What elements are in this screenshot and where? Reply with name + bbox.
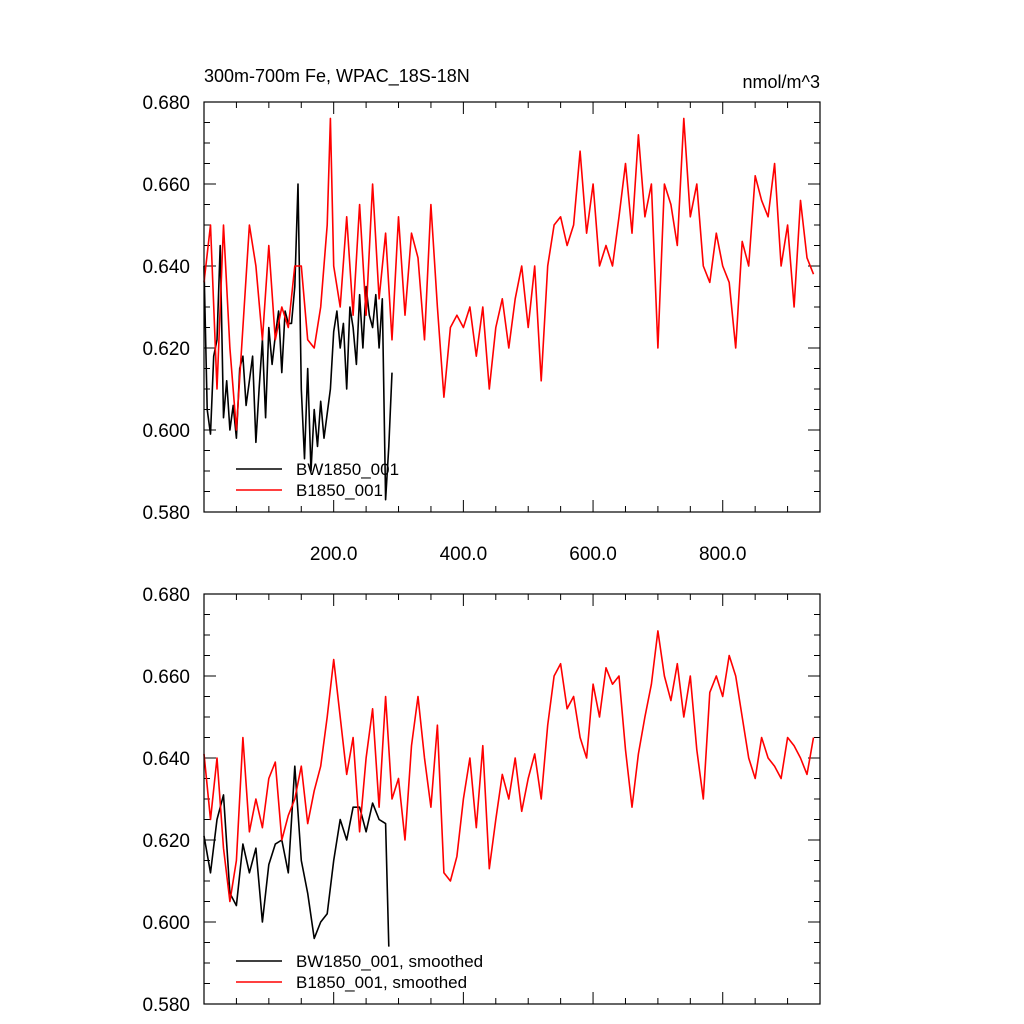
top-panel-units: nmol/m^3 — [743, 72, 820, 92]
y-tick-label: 0.640 — [142, 749, 190, 770]
top-panel-legend: BW1850_001 B1850_001 — [236, 460, 399, 500]
legend-label-b1850-smoothed: B1850_001, smoothed — [296, 973, 467, 992]
y-tick-label: 0.600 — [142, 421, 190, 442]
y-tick-label: 0.620 — [142, 339, 190, 360]
x-tick-label: 800.0 — [699, 544, 747, 565]
series-line-b1850 — [203, 630, 815, 903]
legend-label-bw1850-smoothed: BW1850_001, smoothed — [296, 952, 483, 971]
y-tick-label: 0.600 — [142, 913, 190, 934]
top-panel-ticks: 0.580 0.600 0.620 0.640 0.660 0.680 200.0 400.0… — [142, 93, 821, 565]
series-line-b1850 — [203, 117, 815, 431]
y-tick-label: 0.680 — [142, 585, 190, 606]
x-tick-label: 200.0 — [310, 544, 358, 565]
bottom-panel-series — [203, 630, 815, 947]
bottom-panel: 0.580 0.600 0.620 0.640 0.660 0.680 BW1850_00… — [142, 585, 821, 1016]
y-tick-label: 0.660 — [142, 667, 190, 688]
y-tick-label: 0.580 — [142, 503, 190, 524]
y-tick-label: 0.620 — [142, 831, 190, 852]
legend-label-b1850: B1850_001 — [296, 481, 383, 500]
top-panel: 300m-700m Fe, WPAC_18S-18N nmol/m^3 0.58… — [142, 66, 821, 565]
top-panel-title: 300m-700m Fe, WPAC_18S-18N — [204, 66, 470, 87]
top-panel-series — [203, 117, 815, 501]
bottom-panel-legend: BW1850_001, smoothed B1850_001, smoothed — [236, 952, 483, 992]
series-line-bw1850 — [203, 183, 393, 501]
bottom-panel-frame — [203, 593, 821, 1005]
y-tick-label: 0.660 — [142, 175, 190, 196]
y-tick-label: 0.640 — [142, 257, 190, 278]
top-panel-frame — [203, 101, 821, 513]
legend-label-bw1850: BW1850_001 — [296, 460, 399, 479]
y-tick-label: 0.680 — [142, 93, 190, 114]
x-tick-label: 600.0 — [569, 544, 617, 565]
y-tick-label: 0.580 — [142, 995, 190, 1016]
x-tick-label: 400.0 — [440, 544, 488, 565]
